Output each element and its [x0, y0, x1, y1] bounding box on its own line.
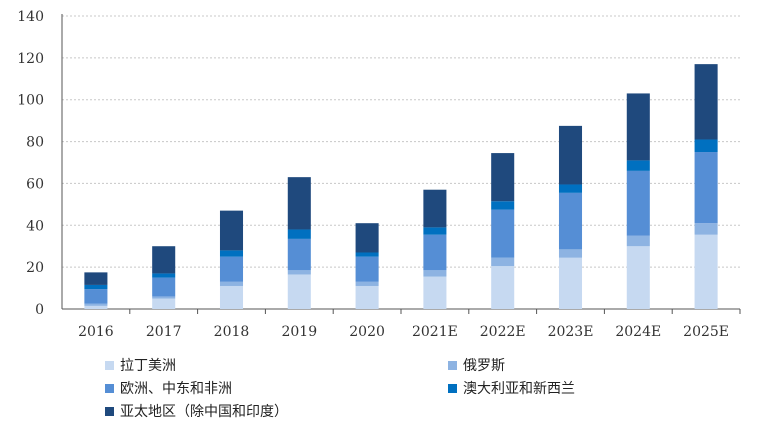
bar-segment-2 — [219, 256, 244, 282]
legend-swatch — [105, 406, 114, 416]
legend-label: 俄罗斯 — [463, 358, 505, 374]
bar-segment-4 — [626, 93, 650, 161]
bar-segment-3 — [423, 227, 447, 235]
bar-segment-3 — [287, 229, 311, 239]
bar-segment-0 — [84, 305, 108, 309]
legend-item: 亚太地区（除中国和印度） — [105, 401, 288, 421]
bar-segment-0 — [423, 276, 447, 309]
legend-item: 欧洲、中东和非洲 — [105, 378, 232, 398]
bar-segment-1 — [491, 257, 515, 267]
bar-segment-3 — [219, 250, 244, 257]
legend-swatch — [448, 383, 457, 393]
bar-segment-1 — [626, 235, 650, 247]
x-tick-label: 2023E — [548, 324, 594, 340]
bar-segment-3 — [626, 160, 650, 171]
legend-swatch — [105, 383, 114, 393]
bar-segment-0 — [626, 246, 650, 309]
x-tick-label: 2020 — [349, 324, 385, 340]
bar-segment-0 — [558, 257, 583, 309]
legend-swatch — [105, 360, 114, 370]
bar-segment-2 — [355, 256, 379, 282]
bar-segment-2 — [558, 192, 583, 250]
bar-segment-0 — [152, 298, 176, 309]
bar-segment-0 — [355, 285, 379, 309]
bar-segment-4 — [152, 246, 176, 274]
y-tick-label: 40 — [26, 218, 44, 234]
bar-segment-1 — [152, 296, 176, 299]
y-tick-label: 20 — [26, 260, 44, 276]
y-tick-label: 80 — [26, 135, 44, 151]
y-tick-label: 140 — [17, 9, 44, 25]
bar-segment-1 — [84, 303, 108, 306]
bar-segment-2 — [84, 289, 108, 304]
bar-segment-2 — [152, 277, 176, 297]
x-tick-label: 2021E — [412, 324, 458, 340]
x-tick-label: 2022E — [480, 324, 526, 340]
bar-segment-3 — [84, 284, 108, 290]
bar-segment-1 — [558, 249, 583, 258]
legend-item: 澳大利亚和新西兰 — [448, 378, 575, 398]
x-tick-label: 2024E — [615, 324, 661, 340]
bar-segment-3 — [694, 139, 718, 153]
bar-segment-2 — [626, 170, 650, 236]
bar-segment-4 — [558, 125, 583, 185]
bar-segment-4 — [287, 177, 311, 230]
bar-segment-2 — [423, 234, 447, 271]
x-tick-label: 2018 — [214, 324, 250, 340]
x-tick-label: 2019 — [281, 324, 317, 340]
bar-segment-3 — [491, 201, 515, 210]
bar-segment-2 — [491, 209, 515, 258]
bar-segment-0 — [287, 274, 311, 309]
bar-segment-4 — [219, 210, 244, 251]
bar-segment-4 — [491, 153, 515, 202]
legend-item: 拉丁美洲 — [105, 355, 176, 375]
bar-segment-3 — [355, 252, 379, 257]
legend-label: 欧洲、中东和非洲 — [120, 381, 232, 397]
x-tick-label: 2025E — [683, 324, 729, 340]
bar-segment-1 — [355, 281, 379, 286]
bar-segment-1 — [694, 223, 718, 235]
bar-segment-0 — [694, 234, 718, 309]
bar-segment-1 — [219, 281, 244, 286]
x-tick-label: 2017 — [146, 324, 182, 340]
y-tick-label: 100 — [17, 93, 44, 109]
bar-segment-3 — [152, 273, 176, 278]
bar-segment-0 — [491, 266, 515, 309]
bar-segment-4 — [694, 64, 718, 140]
bar-segment-4 — [84, 272, 108, 285]
bar-segment-3 — [558, 184, 583, 193]
bar-segment-4 — [355, 223, 379, 253]
bar-segment-4 — [423, 189, 447, 228]
bar-segment-1 — [287, 270, 311, 275]
y-tick-label: 60 — [26, 176, 44, 192]
bar-segment-2 — [694, 152, 718, 224]
legend-label: 亚太地区（除中国和印度） — [120, 404, 288, 420]
legend-swatch — [448, 360, 457, 370]
bar-segment-2 — [287, 238, 311, 271]
bar-segment-1 — [423, 270, 447, 277]
legend-item: 俄罗斯 — [448, 355, 505, 375]
legend-label: 拉丁美洲 — [120, 358, 176, 374]
x-tick-label: 2016 — [78, 324, 114, 340]
bar-segment-0 — [219, 285, 244, 309]
y-tick-label: 120 — [17, 51, 44, 67]
legend-label: 澳大利亚和新西兰 — [463, 381, 575, 397]
y-tick-label: 0 — [35, 302, 44, 318]
